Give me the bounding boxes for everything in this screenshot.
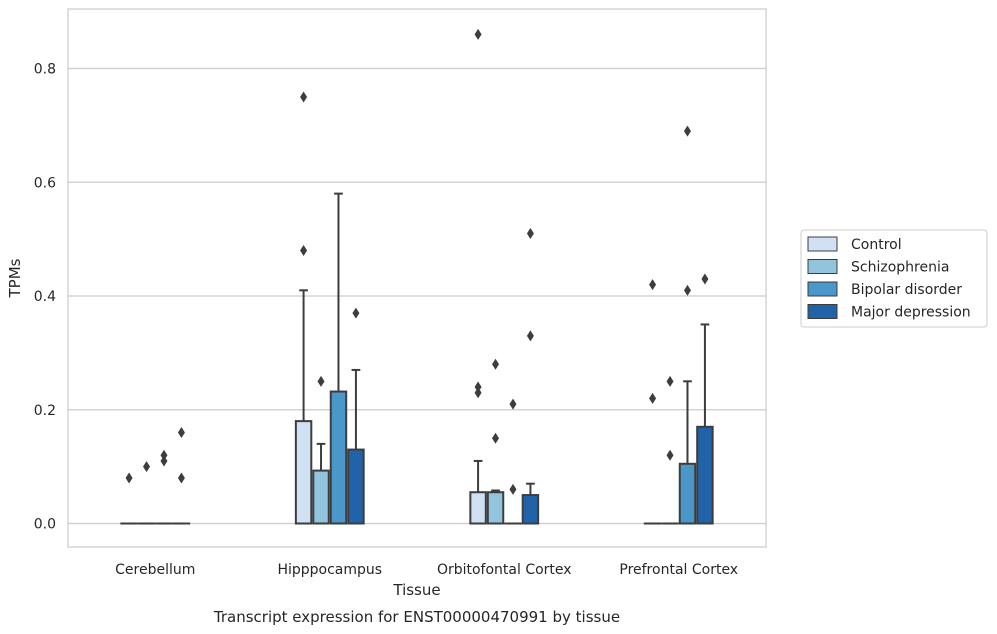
box-schizophrenia [661, 375, 679, 525]
outlier-point [683, 284, 691, 296]
x-tick-label: Prefrontal Cortex [619, 562, 738, 578]
y-tick-label: 0.6 [34, 175, 56, 191]
outlier-point [683, 125, 691, 137]
box-major-depression [347, 307, 365, 525]
box-plot-area [120, 28, 714, 525]
outlier-point [160, 455, 168, 467]
legend-label: Control [851, 237, 902, 253]
x-axis-ticks: Cerebellum Hipppocampus Orbitofontal Corte… [115, 562, 738, 578]
y-tick-label: 0.2 [34, 403, 56, 419]
box-control [120, 472, 138, 525]
box-rect [678, 462, 697, 525]
box-rect [329, 390, 348, 525]
plot-frame [67, 8, 767, 548]
outlier-point [492, 358, 500, 370]
box-bipolar-disorder [504, 398, 522, 525]
legend-swatch [807, 259, 838, 274]
box-control [643, 279, 662, 525]
box-schizophrenia [137, 461, 156, 525]
box-major-depression [696, 273, 714, 525]
y-tick-label: 0.8 [34, 62, 56, 78]
box-bipolar-disorder [678, 125, 697, 525]
outlier-point [474, 381, 482, 393]
box-rect [696, 425, 714, 525]
outlier-point [649, 279, 657, 291]
box-bipolar-disorder [155, 449, 173, 525]
box-bipolar-disorder [329, 192, 348, 525]
outlier-point [177, 427, 185, 438]
box-schizophrenia [312, 375, 330, 525]
outlier-point [649, 392, 657, 404]
box-rect [294, 420, 313, 525]
outlier-point [474, 387, 482, 399]
legend-swatch [807, 236, 838, 252]
outlier-point [701, 273, 709, 285]
x-tick-label: Cerebellum [115, 562, 195, 578]
legend-frame [800, 229, 988, 328]
y-tick-label: 0.4 [34, 289, 56, 305]
outlier-point [492, 432, 500, 444]
outlier-point [125, 472, 133, 484]
box-major-depression [172, 427, 191, 525]
box-major-depression [521, 227, 540, 525]
grid-lines [68, 67, 766, 525]
outlier-point [143, 461, 151, 473]
box-rect [312, 469, 330, 525]
outlier-point [352, 307, 360, 319]
y-axis-ticks: 0.0 0.2 0.4 0.6 0.8 [34, 62, 56, 533]
box-rect [469, 491, 487, 525]
legend-label: Bipolar disorder [851, 282, 962, 298]
outlier-point [317, 375, 325, 387]
y-tick-label: 0.0 [34, 517, 56, 533]
outlier-point [509, 483, 517, 495]
outlier-point [160, 449, 168, 461]
outlier-point [526, 227, 534, 239]
outlier-point [666, 449, 674, 461]
outlier-point [300, 91, 308, 103]
y-axis-label: TPMs [6, 258, 24, 298]
legend-label: Major depression [851, 305, 971, 321]
outlier-point [300, 245, 308, 256]
outlier-point [509, 398, 517, 410]
box-rect [521, 494, 540, 525]
legend-swatch [807, 281, 838, 297]
box-schizophrenia [486, 358, 505, 525]
x-axis-label: Tissue [392, 581, 440, 599]
legend: Control Schizophrenia Bipolar disorder Majo… [800, 229, 988, 328]
x-tick-label: Hipppocampus [277, 562, 382, 578]
outlier-point [526, 330, 534, 342]
outlier-point [177, 472, 185, 484]
chart-caption: Transcript expression for ENST0000047099… [213, 608, 620, 626]
box-control [294, 91, 313, 525]
box-rect [486, 491, 505, 525]
outlier-point [474, 28, 482, 40]
x-tick-label: Orbitofontal Cortex [437, 562, 572, 578]
legend-items: Control Schizophrenia Bipolar disorder Majo… [807, 236, 971, 321]
box-control [469, 28, 487, 525]
outlier-point [666, 375, 674, 387]
legend-swatch [807, 304, 838, 319]
legend-label: Schizophrenia [851, 260, 949, 276]
box-rect [347, 448, 365, 525]
